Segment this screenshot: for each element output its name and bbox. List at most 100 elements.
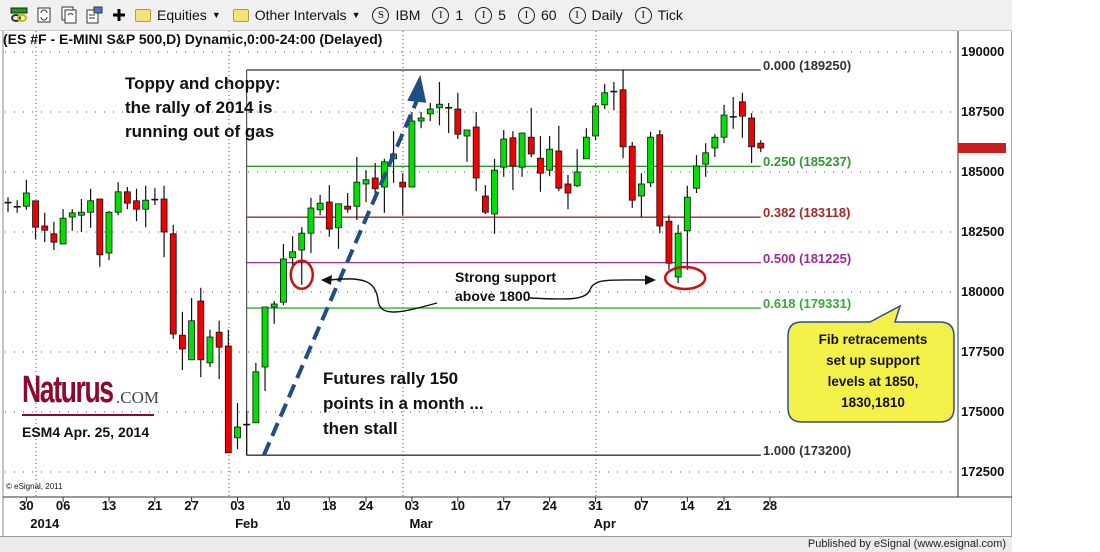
candle-body [344, 205, 352, 210]
candle-body [133, 200, 140, 210]
chevron-down-icon: ▼ [351, 10, 361, 20]
candle-body [472, 126, 480, 179]
candle-body [491, 169, 498, 215]
candle-body [739, 101, 746, 117]
candle-body [619, 89, 627, 148]
toppy-annotation: Toppy and choppy: the rally of 2014 is r… [125, 72, 281, 144]
x-tick-label: 17 [496, 498, 511, 513]
candle-body [592, 105, 599, 137]
candle-body [142, 199, 150, 210]
candle-body [362, 179, 370, 185]
candle-body [325, 201, 333, 230]
support-arrow-right [529, 279, 649, 300]
x-tick-label: 27 [184, 498, 199, 513]
callout-text: Fib retracements set up support levels a… [792, 329, 954, 413]
candle-body [353, 181, 361, 207]
candle-body [41, 225, 49, 231]
candle-body [114, 191, 122, 213]
x-tick-label: 24 [358, 498, 374, 513]
x-tick-label: 18 [322, 498, 337, 513]
equities-menu[interactable]: Equities ▼ [135, 7, 221, 23]
refresh-all-icon[interactable] [60, 6, 78, 24]
candle-body [647, 136, 654, 184]
candle-body [527, 136, 535, 155]
interval-icon: I [517, 6, 535, 24]
annotation-line: then stall [323, 419, 398, 438]
x-month-label: 2014 [30, 516, 60, 531]
x-month-label: Feb [235, 516, 259, 531]
callout-line: 1830,1810 [841, 395, 905, 410]
trend-arrow-line [262, 92, 423, 456]
arrowhead [321, 275, 332, 285]
support-arrow-left [329, 278, 438, 313]
candle-body [123, 191, 131, 204]
annotation-line: running out of gas [125, 122, 275, 141]
x-tick-label: 06 [55, 498, 71, 513]
candle-body [564, 183, 572, 194]
annotation-line: Strong support [455, 269, 557, 285]
candle-body [683, 196, 691, 232]
fib-level-label: 1.000 (173200) [763, 443, 852, 459]
candle-body [197, 300, 205, 361]
candle-body [87, 200, 95, 213]
callout-line: Fib retracements [818, 332, 928, 347]
interval-label: 5 [498, 7, 506, 23]
price-tick-label: 175000 [961, 404, 1005, 419]
candle-body [399, 181, 407, 188]
symbol-ibm-button[interactable]: S IBM [372, 6, 421, 24]
candle-body [215, 331, 223, 348]
contract-date-caption: ESM4 Apr. 25, 2014 [22, 424, 150, 440]
candle-body [509, 137, 517, 167]
x-tick-label: 10 [276, 498, 291, 513]
last-price-marker [958, 143, 1006, 153]
interval-label: 60 [540, 7, 557, 23]
callout-bubble [787, 304, 955, 423]
candle-body [68, 212, 76, 218]
symbol-label: IBM [395, 7, 421, 23]
x-tick-label: 03 [230, 498, 245, 513]
x-tick-label: 24 [542, 498, 557, 513]
candle-body [206, 336, 214, 364]
logo-text: Naturus [22, 369, 114, 411]
price-tick-label: 185000 [961, 164, 1005, 179]
refresh-icon[interactable] [35, 6, 53, 24]
price-tick-label: 182500 [961, 224, 1005, 239]
logo-suffix: .COM [116, 388, 159, 407]
other-intervals-menu[interactable]: Other Intervals ▼ [232, 7, 361, 23]
interval-daily-button[interactable]: I Daily [568, 6, 623, 24]
candle-body [573, 171, 581, 187]
candle-body [454, 108, 462, 135]
annotation-line: points in a month ... [323, 394, 484, 413]
candle-body [105, 211, 113, 254]
x-month-label: Mar [409, 516, 433, 531]
support-circle [663, 265, 707, 291]
interval-60-button[interactable]: I 60 [517, 6, 557, 24]
candle-body [270, 303, 278, 308]
candle-body [757, 142, 765, 149]
fib-level-label: 0.382 (183118) [763, 205, 851, 221]
price-tick-label: 177500 [961, 344, 1005, 359]
candle-body [537, 157, 544, 174]
interval-label: Daily [591, 7, 623, 23]
add-icon[interactable] [110, 6, 128, 24]
status-bar: Published by eSignal (www.esignal.com) [0, 536, 1012, 552]
annotation-line: Futures rally 150 [323, 369, 459, 388]
equities-label: Equities [157, 7, 207, 23]
rally-annotation: Futures rally 150 points in a month ... … [323, 366, 484, 441]
interval-icon: I [634, 6, 652, 24]
interval-tick-button[interactable]: I Tick [634, 6, 683, 24]
candle-body [481, 195, 489, 213]
candle-body [582, 136, 590, 160]
candle-body [234, 426, 241, 439]
candle-body [711, 136, 719, 149]
x-tick-label: 30 [19, 498, 34, 513]
candle-body [674, 232, 682, 278]
annotation-line: above 1800 [455, 288, 531, 304]
candle-body [188, 320, 196, 361]
properties-icon[interactable] [85, 6, 103, 24]
link-chart-icon[interactable] [10, 6, 28, 24]
